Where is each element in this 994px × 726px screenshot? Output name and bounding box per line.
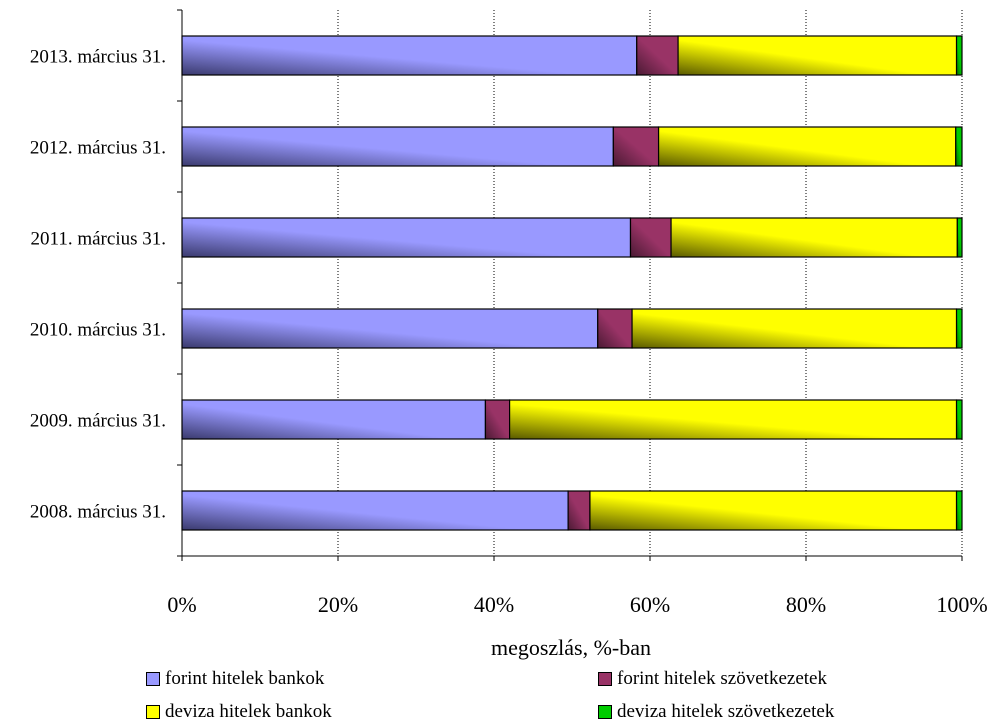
bar-segment — [181, 217, 632, 258]
x-tick-label: 100% — [936, 592, 987, 617]
bar-segment — [955, 399, 963, 440]
category-label: 2009. március 31. — [30, 411, 166, 432]
bars — [181, 35, 963, 531]
bar-segment — [484, 399, 511, 440]
bar-segment — [181, 35, 638, 76]
bar-segment — [677, 35, 958, 76]
bar-segment — [567, 490, 591, 531]
bar-segment — [955, 126, 963, 167]
category-labels: 2013. március 31. 2012. március 31. 2011. … — [30, 47, 166, 523]
bar-segment — [636, 35, 679, 76]
category-label: 2012. március 31. — [30, 138, 166, 159]
bar-segment — [597, 308, 633, 349]
category-label: 2011. március 31. — [31, 229, 166, 250]
x-tick-label: 60% — [630, 592, 670, 617]
bar-segment — [612, 126, 660, 167]
bar-segment — [181, 490, 569, 531]
bar-segment — [181, 399, 487, 440]
bar-segment — [670, 217, 958, 258]
x-tick-label: 80% — [786, 592, 826, 617]
gridlines — [337, 10, 963, 556]
bar-segment — [955, 308, 963, 349]
category-label: 2013. március 31. — [30, 47, 166, 68]
bar-segment — [629, 217, 672, 258]
x-axis-title: megoszlás, %-ban — [491, 635, 651, 660]
bar-segment — [509, 399, 958, 440]
category-label: 2008. március 31. — [30, 502, 166, 523]
bar-segment — [956, 217, 963, 258]
bar-segment — [631, 308, 958, 349]
tick-labels: 0% 20% 40% 60% 80% 100% — [167, 592, 987, 617]
x-tick-label: 20% — [318, 592, 358, 617]
bar-segment — [181, 126, 614, 167]
bar-segment — [657, 126, 957, 167]
x-tick-label: 40% — [474, 592, 514, 617]
bar-segment — [589, 490, 958, 531]
bar-segment — [955, 35, 963, 76]
bar-segment — [181, 308, 599, 349]
bar-segment — [955, 490, 963, 531]
x-tick-label: 0% — [167, 592, 196, 617]
category-label: 2010. március 31. — [30, 320, 166, 341]
axes — [177, 9, 963, 561]
